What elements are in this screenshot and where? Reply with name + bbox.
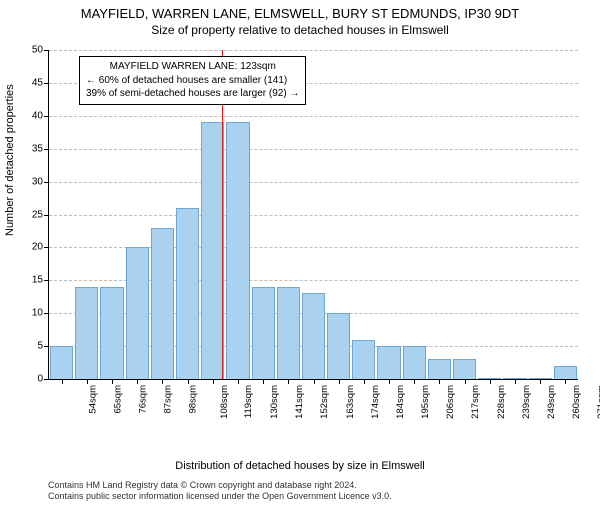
bar <box>428 359 451 379</box>
y-tick <box>44 215 49 216</box>
y-tick <box>44 280 49 281</box>
gridline <box>49 116 578 117</box>
bar <box>352 340 375 379</box>
bar <box>100 287 123 379</box>
x-tick <box>213 379 214 384</box>
x-tick <box>137 379 138 384</box>
y-tick <box>44 116 49 117</box>
chart-title-sub: Size of property relative to detached ho… <box>0 23 600 37</box>
x-tick <box>515 379 516 384</box>
y-tick-label: 35 <box>13 143 43 154</box>
x-tick <box>490 379 491 384</box>
y-tick-label: 5 <box>13 341 43 352</box>
x-tick <box>162 379 163 384</box>
y-tick <box>44 313 49 314</box>
bar <box>126 247 149 379</box>
x-tick <box>364 379 365 384</box>
x-tick-label: 206sqm <box>445 385 456 419</box>
bar <box>302 293 325 379</box>
x-tick-label: 228sqm <box>495 385 506 419</box>
x-tick <box>62 379 63 384</box>
annotation-line2: ← 60% of detached houses are smaller (14… <box>86 74 299 88</box>
y-tick-label: 20 <box>13 242 43 253</box>
x-tick <box>263 379 264 384</box>
y-tick <box>44 247 49 248</box>
y-tick <box>44 149 49 150</box>
bar <box>377 346 400 379</box>
x-tick-label: 76sqm <box>137 385 148 414</box>
x-tick <box>414 379 415 384</box>
bar <box>176 208 199 379</box>
y-tick <box>44 182 49 183</box>
bar <box>226 122 249 379</box>
x-tick-label: 163sqm <box>344 385 355 419</box>
x-tick-label: 195sqm <box>420 385 431 419</box>
x-tick-label: 141sqm <box>294 385 305 419</box>
x-tick <box>540 379 541 384</box>
bar <box>151 228 174 379</box>
bar <box>75 287 98 379</box>
x-tick-label: 54sqm <box>87 385 98 414</box>
bar <box>554 366 577 379</box>
x-tick <box>314 379 315 384</box>
y-tick-label: 50 <box>13 45 43 56</box>
y-tick-label: 30 <box>13 176 43 187</box>
x-tick-label: 87sqm <box>163 385 174 414</box>
x-tick <box>112 379 113 384</box>
y-tick-label: 10 <box>13 308 43 319</box>
x-tick-label: 217sqm <box>470 385 481 419</box>
annotation-box: MAYFIELD WARREN LANE: 123sqm ← 60% of de… <box>79 56 306 105</box>
x-tick <box>565 379 566 384</box>
y-tick-label: 15 <box>13 275 43 286</box>
chart-container: 0510152025303540455054sqm65sqm76sqm87sqm… <box>48 50 578 420</box>
y-tick-label: 25 <box>13 209 43 220</box>
x-tick-label: 249sqm <box>546 385 557 419</box>
y-tick-label: 45 <box>13 77 43 88</box>
annotation-line3: 39% of semi-detached houses are larger (… <box>86 87 299 101</box>
footer-line1: Contains HM Land Registry data © Crown c… <box>48 480 392 491</box>
x-tick-label: 65sqm <box>112 385 123 414</box>
x-tick <box>188 379 189 384</box>
bar <box>277 287 300 379</box>
x-tick-label: 184sqm <box>395 385 406 419</box>
chart-title-main: MAYFIELD, WARREN LANE, ELMSWELL, BURY ST… <box>0 6 600 21</box>
bar <box>327 313 350 379</box>
x-tick <box>389 379 390 384</box>
y-tick <box>44 83 49 84</box>
footer-attribution: Contains HM Land Registry data © Crown c… <box>48 480 392 503</box>
gridline <box>49 182 578 183</box>
y-tick <box>44 379 49 380</box>
gridline <box>49 149 578 150</box>
x-tick <box>288 379 289 384</box>
y-tick <box>44 50 49 51</box>
x-tick <box>238 379 239 384</box>
y-tick-label: 0 <box>13 374 43 385</box>
x-tick-label: 271sqm <box>596 385 600 419</box>
x-tick-label: 152sqm <box>319 385 330 419</box>
x-tick <box>465 379 466 384</box>
x-tick-label: 98sqm <box>188 385 199 414</box>
x-tick-label: 130sqm <box>269 385 280 419</box>
x-tick <box>87 379 88 384</box>
bar <box>50 346 73 379</box>
y-tick-label: 40 <box>13 110 43 121</box>
x-tick-label: 119sqm <box>243 385 254 418</box>
x-axis-label: Distribution of detached houses by size … <box>0 460 600 472</box>
x-tick-label: 174sqm <box>370 385 381 419</box>
annotation-line1: MAYFIELD WARREN LANE: 123sqm <box>86 60 299 74</box>
bar <box>453 359 476 379</box>
plot-area: 0510152025303540455054sqm65sqm76sqm87sqm… <box>48 50 578 380</box>
footer-line2: Contains public sector information licen… <box>48 491 392 502</box>
x-tick-label: 239sqm <box>521 385 532 419</box>
x-tick <box>439 379 440 384</box>
bar <box>403 346 426 379</box>
x-tick <box>339 379 340 384</box>
y-tick <box>44 346 49 347</box>
gridline <box>49 215 578 216</box>
x-tick-label: 260sqm <box>571 385 582 419</box>
gridline <box>49 50 578 51</box>
bar <box>252 287 275 379</box>
x-tick-label: 108sqm <box>218 385 229 419</box>
